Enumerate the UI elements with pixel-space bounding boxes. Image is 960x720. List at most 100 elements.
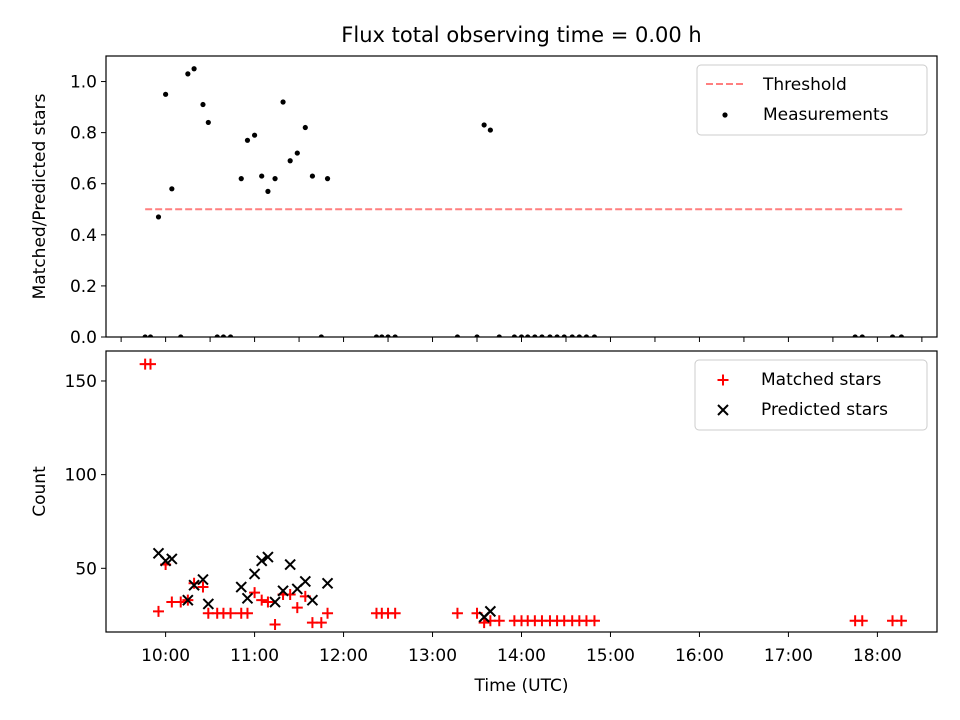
measurement-point xyxy=(554,334,560,337)
matched-star-point xyxy=(269,619,281,631)
chart-title: Flux total observing time = 0.00 h xyxy=(341,23,701,47)
measurement-point xyxy=(185,71,191,77)
matched-star-point xyxy=(241,607,253,619)
predicted-star-point xyxy=(277,585,289,597)
measurement-point xyxy=(487,127,493,133)
legend-measurement-swatch xyxy=(722,112,728,118)
measurement-point xyxy=(214,334,220,337)
predicted-star-point xyxy=(159,555,172,567)
y-tick-label: 100 xyxy=(65,466,97,486)
top-panel: 0.0 0.2 0.4 0.6 0.8 1.0 Flux total observing t… xyxy=(30,23,938,348)
measurement-point xyxy=(561,334,567,337)
y-tick-label: 50 xyxy=(75,559,97,579)
matched-star-point xyxy=(315,617,327,629)
measurement-point xyxy=(392,334,398,337)
predicted-star-point xyxy=(262,551,274,563)
legend: Threshold Measurements xyxy=(696,64,928,136)
y-axis-label: Matched/Predicted stars xyxy=(30,93,50,299)
matched-star-point xyxy=(225,607,237,619)
y-tick-label: 0.0 xyxy=(70,328,97,348)
legend-label: Threshold xyxy=(762,75,847,95)
measurement-point xyxy=(163,91,169,97)
measurement-point xyxy=(272,176,278,182)
x-axis-label: Time (UTC) xyxy=(474,676,569,696)
predicted-star-point xyxy=(235,581,247,593)
bottom-panel: 50 100 150 10:00 11:00 12:00 13:00 14:00 15:00 16… xyxy=(30,350,938,696)
y-tick-label: 0.2 xyxy=(70,277,97,297)
y-tick-label: 0.4 xyxy=(70,226,97,246)
x-tick-label: 13:00 xyxy=(408,646,457,666)
matched-star-point xyxy=(188,577,200,589)
predicted-star-point xyxy=(284,558,296,571)
predicted-star-point xyxy=(306,594,319,606)
measurement-point xyxy=(547,334,553,337)
measurement-point xyxy=(591,334,598,337)
y-tick-label: 1.0 xyxy=(70,73,97,93)
legend-label: Measurements xyxy=(763,105,889,125)
measurement-point xyxy=(191,66,197,72)
legend-label: Predicted stars xyxy=(761,400,888,420)
matched-star-point xyxy=(249,587,261,599)
predicted-star-point xyxy=(166,553,178,565)
matched-star-point xyxy=(152,605,164,617)
measurement-point xyxy=(142,334,148,337)
matched-star-point xyxy=(451,607,463,619)
plot-area xyxy=(139,358,907,631)
measurement-point xyxy=(259,173,265,179)
predicted-star-point xyxy=(241,592,254,604)
measurement-point xyxy=(244,137,251,143)
measurement-point xyxy=(251,132,258,138)
plot-area xyxy=(142,66,905,337)
predicted-star-point xyxy=(484,605,497,618)
y-axis-label: Count xyxy=(30,466,50,517)
measurement-point xyxy=(583,334,590,337)
measurement-point xyxy=(385,334,391,337)
measurement-point xyxy=(318,334,324,337)
measurement-point xyxy=(852,334,858,337)
x-tick-label: 12:00 xyxy=(319,646,368,666)
matched-star-point xyxy=(144,358,156,370)
x-tick-label: 10:00 xyxy=(141,646,190,666)
measurement-point xyxy=(294,150,300,156)
legend-matched-swatch xyxy=(717,374,729,386)
measurement-point xyxy=(373,334,380,337)
x-tick-label: 18:00 xyxy=(853,646,902,666)
y-tick-label: 0.8 xyxy=(70,124,97,144)
measurement-point xyxy=(525,334,531,337)
y-tick-label: 150 xyxy=(65,372,97,392)
measurement-point xyxy=(205,119,211,126)
x-tick-label: 11:00 xyxy=(230,646,279,666)
matched-star-point xyxy=(256,594,268,606)
matched-star-point xyxy=(175,596,187,608)
predicted-star-point xyxy=(248,568,261,580)
predicted-star-point xyxy=(321,577,334,590)
measurement-point xyxy=(532,334,538,337)
matched-star-point xyxy=(389,607,401,619)
measurement-point xyxy=(220,334,227,337)
legend-label: Matched stars xyxy=(761,370,881,390)
measurement-point xyxy=(178,334,184,337)
matched-star-point xyxy=(291,602,303,614)
legend: Matched stars Predicted stars xyxy=(694,359,928,431)
measurement-point xyxy=(474,334,480,337)
measurement-point xyxy=(147,334,154,337)
measurement-point xyxy=(576,334,582,337)
measurement-point xyxy=(265,188,271,194)
measurement-point xyxy=(238,176,244,182)
predicted-star-point xyxy=(202,598,215,610)
matched-star-point xyxy=(322,607,334,619)
x-tick-label: 16:00 xyxy=(675,646,724,666)
legend-box xyxy=(696,64,928,136)
measurement-point xyxy=(898,334,905,337)
measurement-point xyxy=(539,334,545,337)
x-tick-label: 15:00 xyxy=(586,646,635,666)
legend-predicted-swatch xyxy=(717,404,729,416)
matched-star-point xyxy=(588,615,600,627)
measurement-point xyxy=(454,334,461,337)
matched-star-point xyxy=(478,617,490,629)
y-tick-label: 0.6 xyxy=(70,175,97,195)
matched-star-point xyxy=(856,615,868,627)
matched-star-point xyxy=(895,615,907,627)
matched-star-point xyxy=(197,581,209,593)
predicted-star-point xyxy=(188,579,200,591)
